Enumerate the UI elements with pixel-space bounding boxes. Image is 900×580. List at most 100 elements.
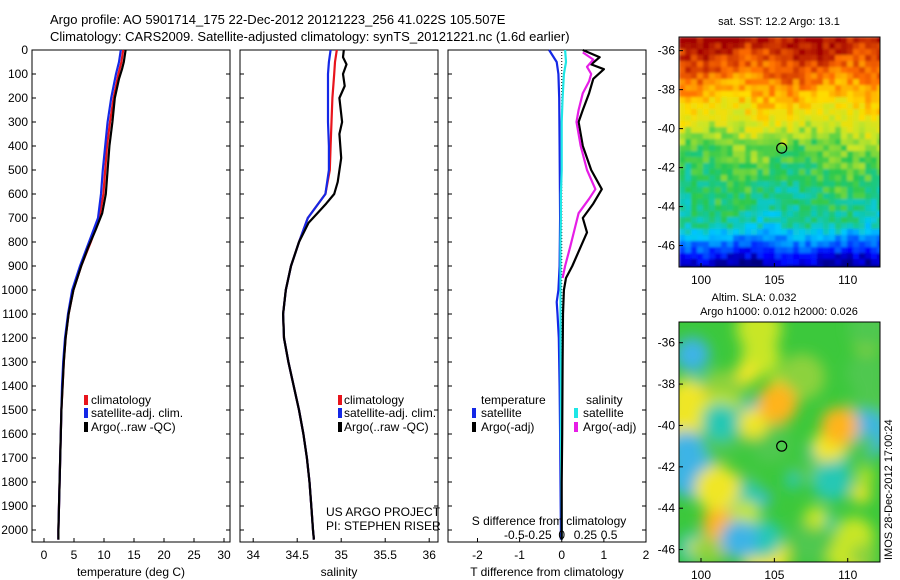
sst-cell — [805, 49, 812, 56]
sst-cell — [865, 217, 872, 224]
sst-cell — [721, 247, 728, 254]
sst-cell — [859, 61, 866, 68]
sla-blob — [804, 505, 828, 529]
sst-cell — [685, 205, 692, 212]
sst-cell — [823, 67, 830, 74]
sst-cell — [721, 43, 728, 50]
sst-cell — [733, 103, 740, 110]
sst-cell — [823, 241, 830, 248]
sst-cell — [739, 253, 746, 260]
sst-cell — [853, 181, 860, 188]
sst-cell — [739, 259, 746, 266]
sst-cell — [847, 139, 854, 146]
sst-cell — [793, 115, 800, 122]
sst-cell — [739, 115, 746, 122]
sst-cell — [739, 151, 746, 158]
sst-cell — [829, 43, 836, 50]
sst-cell — [691, 211, 698, 218]
depth-tick-label: 1500 — [1, 403, 28, 417]
sst-cell — [757, 43, 764, 50]
sst-cell — [859, 115, 866, 122]
sst-cell — [727, 223, 734, 230]
sst-cell — [787, 175, 794, 182]
sst-cell — [697, 49, 704, 56]
sst-cell — [787, 157, 794, 164]
sst-cell — [877, 61, 880, 68]
sst-cell — [691, 253, 698, 260]
sst-cell — [877, 163, 880, 170]
sst-cell — [745, 127, 752, 134]
sst-cell — [823, 253, 830, 260]
sst-cell — [859, 121, 866, 128]
sst-cell — [787, 241, 794, 248]
sst-cell — [715, 193, 722, 200]
sst-cell — [709, 73, 716, 80]
sst-cell — [685, 157, 692, 164]
sst-cell — [781, 79, 788, 86]
sst-cell — [787, 133, 794, 140]
x-tick-label: 34 — [247, 548, 261, 562]
sst-cell — [739, 217, 746, 224]
sst-cell — [793, 103, 800, 110]
sst-cell — [829, 121, 836, 128]
sst-cell — [775, 151, 782, 158]
sst-cell — [829, 73, 836, 80]
sst-cell — [691, 181, 698, 188]
sst-cell — [763, 181, 770, 188]
sst-cell — [847, 157, 854, 164]
sst-cell — [787, 79, 794, 86]
sst-cell — [751, 145, 758, 152]
sst-cell — [715, 181, 722, 188]
sst-cell — [679, 175, 686, 182]
sst-cell — [703, 235, 710, 242]
sst-cell — [769, 115, 776, 122]
sst-cell — [859, 139, 866, 146]
sst-cell — [823, 55, 830, 62]
sst-cell — [715, 253, 722, 260]
sst-cell — [703, 205, 710, 212]
sst-cell — [751, 91, 758, 98]
sst-cell — [853, 55, 860, 62]
sst-cell — [727, 43, 734, 50]
sst-cell — [817, 157, 824, 164]
sst-cell — [715, 151, 722, 158]
sst-cell — [715, 43, 722, 50]
sst-cell — [775, 247, 782, 254]
sst-cell — [709, 241, 716, 248]
sst-cell — [805, 163, 812, 170]
sst-cell — [859, 73, 866, 80]
sst-cell — [685, 217, 692, 224]
sst-cell — [859, 37, 866, 44]
sst-cell — [811, 265, 818, 267]
sst-cell — [769, 169, 776, 176]
sla-blob — [694, 465, 740, 511]
sst-cell — [787, 67, 794, 74]
sst-cell — [769, 193, 776, 200]
sst-cell — [727, 115, 734, 122]
sst-cell — [823, 169, 830, 176]
sst-cell — [781, 175, 788, 182]
sst-cell — [757, 133, 764, 140]
sst-cell — [745, 145, 752, 152]
sst-cell — [865, 67, 872, 74]
sst-cell — [763, 79, 770, 86]
sst-cell — [709, 145, 716, 152]
sst-cell — [709, 103, 716, 110]
sst-cell — [727, 97, 734, 104]
sst-cell — [865, 145, 872, 152]
sst-cell — [757, 169, 764, 176]
sst-cell — [787, 211, 794, 218]
sst-cell — [697, 193, 704, 200]
sst-cell — [733, 205, 740, 212]
sst-cell — [865, 151, 872, 158]
s-tick-label: -0.5 — [504, 528, 525, 542]
sst-cell — [853, 169, 860, 176]
sst-cell — [835, 169, 842, 176]
sst-cell — [733, 85, 740, 92]
sst-cell — [769, 85, 776, 92]
sst-cell — [703, 181, 710, 188]
sst-cell — [823, 181, 830, 188]
sst-cell — [763, 193, 770, 200]
sst-cell — [811, 187, 818, 194]
sst-cell — [775, 97, 782, 104]
